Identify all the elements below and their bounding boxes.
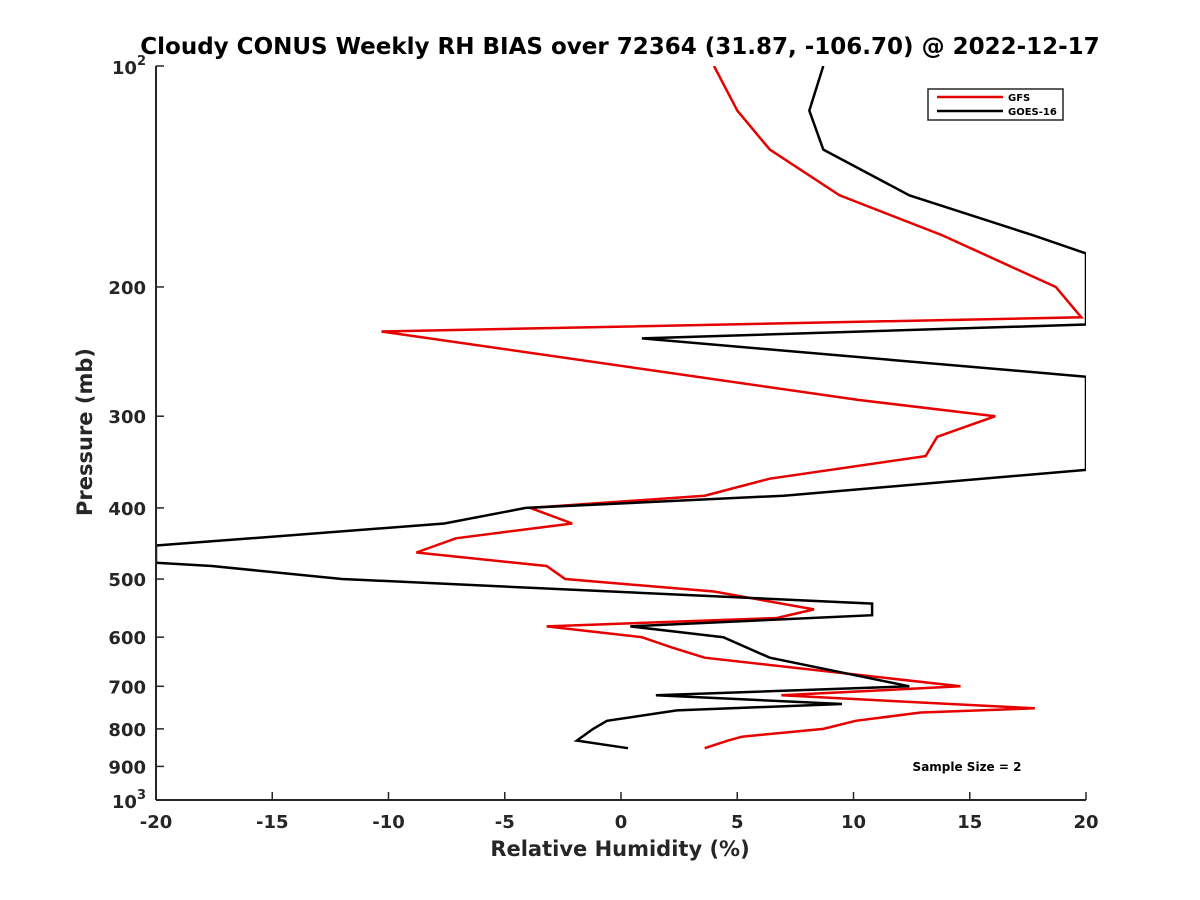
- legend-label-gfs: GFS: [1008, 93, 1030, 104]
- chart-title: Cloudy CONUS Weekly RH BIAS over 72364 (…: [140, 34, 1099, 60]
- y-tick-label: 103: [112, 788, 146, 813]
- y-tick-label: 700: [108, 677, 146, 698]
- y-tick-label: 600: [108, 628, 146, 649]
- x-tick-label: -10: [372, 812, 405, 833]
- legend-label-goes-16: GOES-16: [1008, 107, 1057, 118]
- y-axis-label: Pressure (mb): [73, 348, 97, 516]
- y-tick-label: 400: [108, 499, 146, 520]
- legend-box: [927, 88, 1064, 121]
- x-tick-label: -20: [140, 812, 173, 833]
- x-tick-label: 5: [731, 812, 744, 833]
- x-tick-label: 15: [957, 812, 982, 833]
- x-tick-label: -5: [495, 812, 515, 833]
- y-tick-label: 200: [108, 278, 146, 299]
- x-tick-label: 0: [615, 812, 628, 833]
- x-tick-label: 20: [1073, 812, 1098, 833]
- y-tick-label: 102: [112, 54, 146, 79]
- x-tick-label: 10: [841, 812, 866, 833]
- x-axis-label: Relative Humidity (%): [490, 837, 749, 861]
- series-line-goes-16: [156, 66, 1086, 750]
- y-tick-label: 500: [108, 570, 146, 591]
- y-tick-label: 800: [108, 720, 146, 741]
- x-ticks: -20 -15 -10 -5 0 5 10 15 20: [140, 792, 1099, 833]
- series-layer: [156, 66, 1086, 750]
- series-line-gfs: [381, 66, 1084, 750]
- y-tick-label: 300: [108, 407, 146, 428]
- y-ticks: 102 200 300 400 500 600 700 800 900 103: [108, 54, 164, 813]
- legend: GFS GOES-16: [927, 88, 1064, 121]
- x-tick-label: -15: [256, 812, 289, 833]
- sample-size-annotation: Sample Size = 2: [913, 760, 1022, 774]
- y-tick-label: 900: [108, 757, 146, 778]
